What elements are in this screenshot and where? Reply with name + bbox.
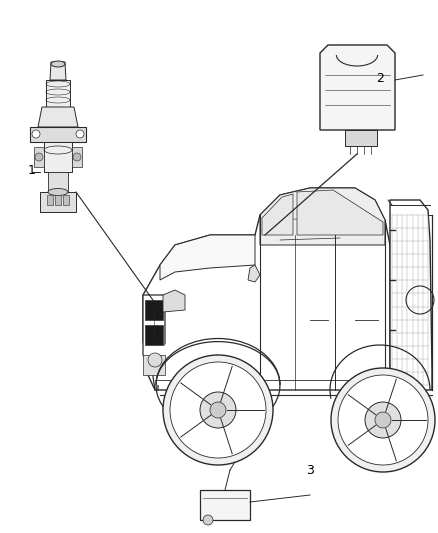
Polygon shape: [48, 172, 68, 192]
Polygon shape: [200, 490, 250, 520]
Circle shape: [163, 355, 273, 465]
Text: 1: 1: [28, 164, 36, 176]
Ellipse shape: [51, 61, 65, 67]
Polygon shape: [262, 194, 293, 235]
Polygon shape: [390, 200, 432, 390]
FancyBboxPatch shape: [47, 195, 53, 205]
Circle shape: [365, 402, 401, 438]
Polygon shape: [163, 290, 185, 312]
Circle shape: [170, 362, 266, 458]
Polygon shape: [34, 147, 44, 167]
Circle shape: [203, 515, 213, 525]
Circle shape: [73, 153, 81, 161]
Circle shape: [210, 402, 226, 418]
Polygon shape: [40, 192, 76, 212]
Polygon shape: [38, 107, 78, 127]
Circle shape: [375, 412, 391, 428]
Polygon shape: [72, 147, 82, 167]
Polygon shape: [145, 325, 163, 345]
Polygon shape: [248, 265, 260, 282]
Polygon shape: [46, 80, 70, 107]
Polygon shape: [297, 190, 383, 235]
Polygon shape: [156, 320, 280, 385]
Polygon shape: [160, 235, 255, 280]
Circle shape: [35, 153, 43, 161]
Polygon shape: [320, 45, 395, 130]
Text: 2: 2: [376, 71, 384, 85]
Polygon shape: [50, 62, 66, 80]
Polygon shape: [145, 300, 163, 320]
FancyBboxPatch shape: [63, 195, 69, 205]
Circle shape: [338, 375, 428, 465]
Polygon shape: [143, 295, 165, 390]
Polygon shape: [143, 188, 390, 390]
Circle shape: [148, 353, 162, 367]
Polygon shape: [260, 188, 385, 245]
FancyBboxPatch shape: [55, 195, 61, 205]
Circle shape: [331, 368, 435, 472]
Polygon shape: [143, 355, 165, 375]
Polygon shape: [44, 142, 72, 172]
Text: 3: 3: [306, 464, 314, 477]
Polygon shape: [345, 130, 377, 146]
Circle shape: [200, 392, 236, 428]
Circle shape: [32, 130, 40, 138]
Polygon shape: [30, 127, 86, 142]
Ellipse shape: [48, 189, 68, 196]
Circle shape: [76, 130, 84, 138]
